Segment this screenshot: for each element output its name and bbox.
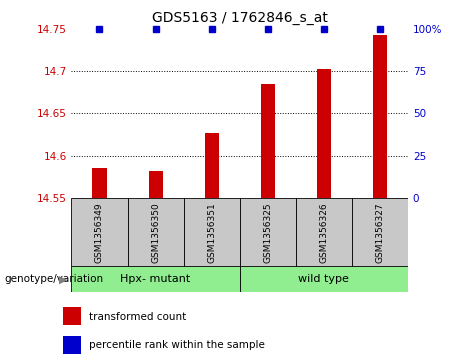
Bar <box>352 198 408 267</box>
Text: transformed count: transformed count <box>89 311 186 322</box>
Text: GSM1356325: GSM1356325 <box>263 202 272 262</box>
Text: ▶: ▶ <box>59 274 68 285</box>
Text: percentile rank within the sample: percentile rank within the sample <box>89 340 265 350</box>
Bar <box>93 168 106 198</box>
Text: GSM1356326: GSM1356326 <box>319 202 328 262</box>
Text: Hpx- mutant: Hpx- mutant <box>120 274 191 284</box>
Title: GDS5163 / 1762846_s_at: GDS5163 / 1762846_s_at <box>152 11 328 25</box>
Bar <box>63 335 81 354</box>
Text: GSM1356349: GSM1356349 <box>95 202 104 262</box>
Bar <box>317 69 331 198</box>
Text: GSM1356351: GSM1356351 <box>207 202 216 263</box>
Text: wild type: wild type <box>298 274 349 284</box>
Bar <box>296 198 352 267</box>
Bar <box>63 307 81 325</box>
Bar <box>71 198 128 267</box>
Bar <box>240 266 408 292</box>
Bar <box>261 84 275 198</box>
Bar <box>205 133 219 198</box>
Text: GSM1356327: GSM1356327 <box>375 202 384 262</box>
Bar <box>128 198 183 267</box>
Text: GSM1356350: GSM1356350 <box>151 202 160 263</box>
Bar <box>71 266 240 292</box>
Bar <box>148 171 163 198</box>
Bar <box>240 198 296 267</box>
Bar <box>373 35 387 198</box>
Bar <box>183 198 240 267</box>
Text: genotype/variation: genotype/variation <box>5 274 104 284</box>
